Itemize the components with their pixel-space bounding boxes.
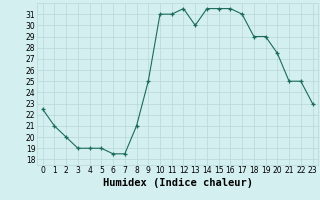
X-axis label: Humidex (Indice chaleur): Humidex (Indice chaleur) xyxy=(103,178,252,188)
